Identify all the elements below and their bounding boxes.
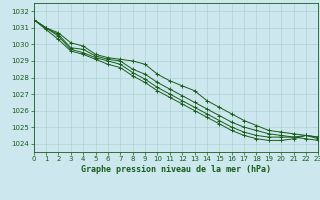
X-axis label: Graphe pression niveau de la mer (hPa): Graphe pression niveau de la mer (hPa) bbox=[81, 165, 271, 174]
